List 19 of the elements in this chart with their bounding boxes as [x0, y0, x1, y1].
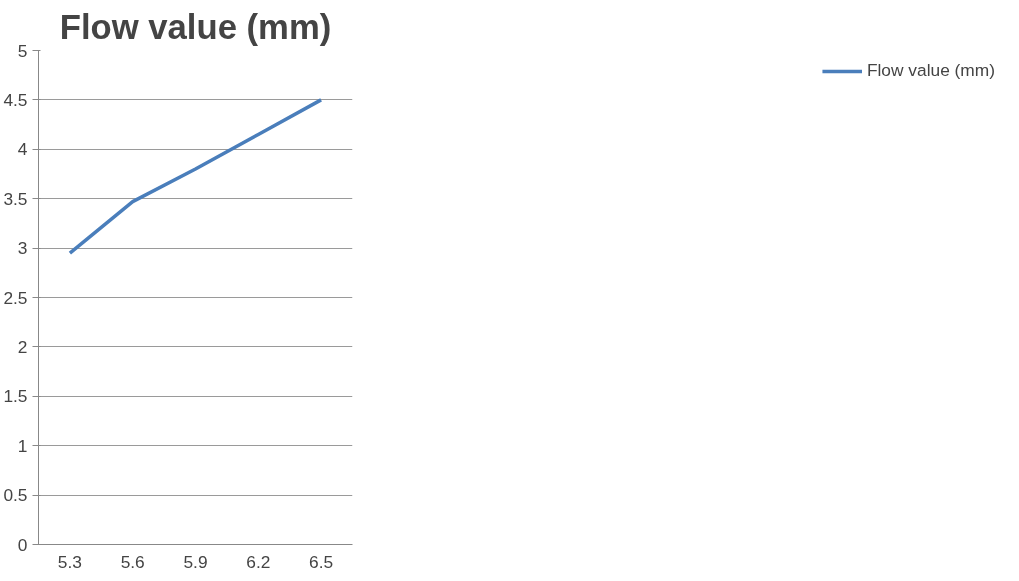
- y-tick-label: 3: [17, 238, 28, 259]
- y-tick-label: 2: [17, 336, 28, 357]
- x-tick-label: 5.6: [120, 551, 145, 572]
- y-tick-label: 1.5: [3, 386, 28, 407]
- x-tick-label: 5.3: [57, 551, 82, 572]
- y-tick-label: 0: [17, 534, 28, 555]
- x-tick-label: 5.9: [183, 551, 208, 572]
- x-tick-label: 6.2: [246, 551, 271, 572]
- y-tick-label: 5: [17, 40, 28, 61]
- y-tick-label: 4.5: [3, 89, 28, 110]
- y-tick-label: 3.5: [3, 188, 28, 209]
- legend-label: Flow value (mm): [866, 60, 995, 81]
- y-tick-label: 4: [17, 139, 28, 160]
- y-tick-label: 1: [17, 435, 28, 456]
- line-series: [68, 98, 323, 255]
- y-tick-label: 0.5: [3, 485, 28, 506]
- y-tick-label: 2.5: [3, 287, 28, 308]
- chart-title: Flow value (mm): [59, 7, 332, 46]
- x-tick-label: 6.5: [309, 551, 334, 572]
